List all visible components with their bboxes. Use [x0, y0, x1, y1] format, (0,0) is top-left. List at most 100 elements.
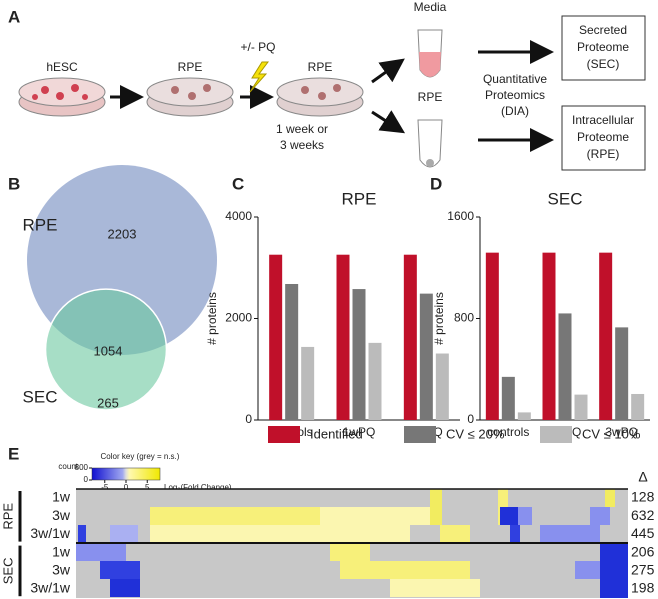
- legend-swatch: [268, 426, 300, 443]
- label: Media: [414, 0, 447, 14]
- box-text: Intracellular: [572, 113, 634, 127]
- row-label: 3w/1w: [30, 580, 71, 596]
- bar: [403, 254, 417, 420]
- venn-value: 1054: [94, 343, 123, 358]
- bar: [615, 327, 629, 420]
- y-axis-label: # proteins: [432, 292, 446, 345]
- key-tick-label: -5: [101, 483, 109, 492]
- method: (DIA): [501, 104, 529, 118]
- box-text: Proteome: [577, 40, 629, 54]
- bar: [501, 376, 515, 420]
- key-bar: [91, 467, 161, 481]
- chart-title: RPE: [342, 189, 377, 208]
- method: Quantitative: [483, 72, 547, 86]
- dish: [276, 77, 364, 117]
- schematic: [18, 15, 646, 171]
- panel-letter: C: [232, 174, 244, 193]
- label: +/- PQ: [240, 40, 275, 54]
- bar: [301, 346, 315, 420]
- key-tick-label: 5: [145, 483, 150, 492]
- delta-value: 198: [631, 580, 655, 596]
- label: RPE: [418, 90, 443, 104]
- key-tick-label: 0: [124, 483, 129, 492]
- panel-letter: D: [430, 174, 442, 193]
- box-text: (RPE): [587, 147, 620, 161]
- delta-value: 275: [631, 562, 655, 578]
- label: hESC: [46, 60, 78, 74]
- y-tick-label: 2000: [225, 311, 252, 325]
- chart-title: SEC: [548, 189, 583, 208]
- row-label: 3w/1w: [30, 525, 71, 541]
- pellet: [426, 159, 434, 167]
- bar: [558, 313, 572, 420]
- legend-label: CV ≤ 10%: [582, 426, 641, 441]
- delta-value: 206: [631, 543, 655, 559]
- box-text: Secreted: [579, 23, 627, 37]
- x-tick-label: controls: [487, 425, 529, 439]
- legend-swatch: [404, 426, 436, 443]
- legend-label: Identified: [310, 426, 363, 441]
- label: RPE: [308, 60, 333, 74]
- key-count-label: count: [58, 462, 78, 471]
- bar: [336, 254, 350, 420]
- delta-value: 128: [631, 489, 655, 505]
- count-tick-label: 800: [75, 463, 89, 472]
- key-x-label: Log₂(Fold Change): [164, 483, 232, 492]
- box-text: Proteome: [577, 130, 629, 144]
- bar: [599, 252, 613, 420]
- box: [561, 105, 646, 171]
- bar: [542, 252, 556, 420]
- arrow: [371, 58, 405, 84]
- y-tick-label: 800: [454, 311, 474, 325]
- box-text: (SEC): [587, 57, 620, 71]
- y-tick-label: 0: [245, 412, 252, 426]
- bar: [574, 394, 588, 420]
- bar: [352, 289, 366, 420]
- label: RPE: [178, 60, 203, 74]
- bar: [435, 353, 449, 420]
- row-label: 3w: [52, 507, 71, 523]
- row-label: 1w: [52, 543, 71, 559]
- panel-letter: A: [8, 7, 20, 26]
- bar: [285, 283, 299, 420]
- delta-header: Δ: [638, 469, 647, 485]
- group-label: RPE: [0, 503, 15, 530]
- heatmap: [76, 488, 628, 598]
- x-tick-label: 1wPQ: [343, 425, 376, 439]
- venn-label: SEC: [23, 387, 58, 406]
- venn-value: 2203: [108, 226, 137, 241]
- bar: [631, 393, 645, 420]
- group-label: SEC: [0, 558, 15, 585]
- y-axis-label: # proteins: [205, 292, 219, 345]
- y-tick-label: 4000: [225, 209, 252, 223]
- dish: [18, 77, 106, 117]
- bar: [517, 412, 531, 420]
- venn-circle: [44, 288, 168, 411]
- x-tick-label: 3wPQ: [605, 425, 638, 439]
- bar: [269, 254, 283, 420]
- panel-letter: B: [8, 174, 20, 193]
- row-label: 3w: [52, 562, 71, 578]
- venn-value: 265: [97, 395, 119, 410]
- lightning: [249, 61, 269, 93]
- duration: 1 week or: [276, 122, 328, 136]
- y-tick-label: 0: [467, 412, 474, 426]
- box: [561, 15, 646, 81]
- count-tick-label: 0: [84, 475, 89, 484]
- y-tick-label: 1600: [447, 209, 474, 223]
- dish: [146, 77, 234, 117]
- key-title: Color key (grey = n.s.): [101, 452, 180, 461]
- venn-label: RPE: [23, 215, 58, 234]
- tube-liquid: [419, 52, 441, 77]
- bar: [485, 252, 499, 420]
- method: Proteomics: [485, 88, 545, 102]
- row-label: 1w: [52, 489, 71, 505]
- delta-value: 632: [631, 507, 655, 523]
- panel-letter: E: [8, 444, 19, 463]
- bar: [419, 293, 433, 420]
- arrow: [371, 110, 406, 134]
- delta-value: 445: [631, 525, 655, 541]
- bar: [368, 342, 382, 420]
- legend-swatch: [540, 426, 572, 443]
